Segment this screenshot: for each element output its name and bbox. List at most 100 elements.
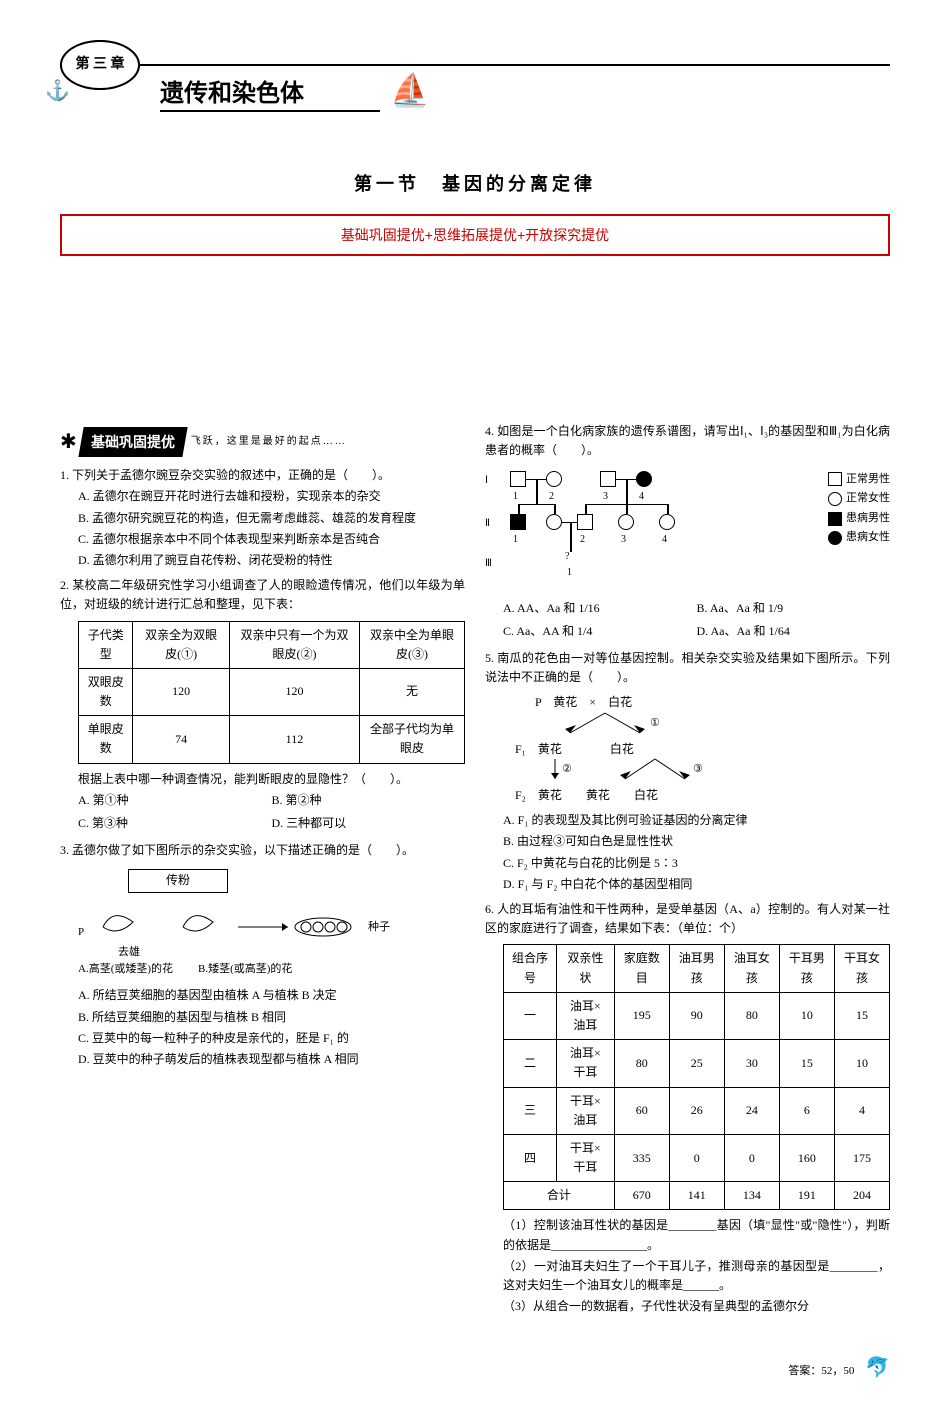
q4-number: 4. bbox=[485, 424, 494, 438]
q3-number: 3. bbox=[60, 843, 69, 857]
chapter-header: ⚓ 第 三 章 遗传和染色体 ⛵ bbox=[60, 40, 890, 140]
svg-text:③: ③ bbox=[693, 763, 703, 775]
q2-table: 子代类型 双亲全为双眼皮(①) 双亲中只有一个为双眼皮(②) 双亲中全为单眼皮(… bbox=[78, 621, 465, 764]
h: 油耳男孩 bbox=[669, 945, 724, 992]
q2-th3: 双亲中只有一个为双眼皮(②) bbox=[229, 621, 359, 668]
h: 双亲性状 bbox=[557, 945, 615, 992]
question-4: 4. 如图是一个白化病家族的遗传系谱图，请写出Ⅰ₁、Ⅰ₃的基因型和Ⅲ₁为白化病患… bbox=[485, 422, 890, 643]
q3-opt-b: B. 所结豆荚细胞的基因型与植株 B 相同 bbox=[78, 1008, 465, 1027]
chapter-badge: 第 三 章 bbox=[60, 40, 140, 90]
pedigree-legend: 正常男性 正常女性 患病男性 患病女性 bbox=[828, 469, 890, 549]
h: 家庭数目 bbox=[614, 945, 669, 992]
svg-text:①: ① bbox=[650, 717, 660, 729]
q6-part2: （2）一对油耳夫妇生了一个干耳儿子，推测母亲的基因型是________，这对夫妇… bbox=[503, 1257, 890, 1295]
caption-a: A.高茎(或矮茎)的花 bbox=[78, 961, 173, 979]
q3-stem: 孟德尔做了如下图所示的杂交实验，以下描述正确的是（ ）。 bbox=[72, 843, 414, 857]
svg-text:②: ② bbox=[562, 763, 572, 775]
q4-opt-b: B. Aa、Aa 和 1/9 bbox=[697, 599, 891, 618]
q4-opt-d: D. Aa、Aa 和 1/64 bbox=[697, 622, 891, 641]
question-3: 3. 孟德尔做了如下图所示的杂交实验，以下描述正确的是（ ）。 传粉 P 去雄 … bbox=[60, 841, 465, 1069]
caption-b: B.矮茎(或高茎)的花 bbox=[198, 961, 292, 979]
arrow-split-1: ① bbox=[555, 711, 755, 737]
question-2: 2. 某校高二年级研究性学习小组调查了人的眼睑遗传情况，他们以年级为单位，对班级… bbox=[60, 576, 465, 835]
ped-ii2 bbox=[546, 514, 562, 530]
q2-opt-b: B. 第②种 bbox=[272, 791, 466, 810]
ped-ii4 bbox=[618, 514, 634, 530]
arrow-split-2: ② ③ bbox=[535, 757, 795, 783]
q1-opt-b: B. 孟德尔研究豌豆花的构造，但无需考虑雌蕊、雄蕊的发育程度 bbox=[78, 509, 465, 528]
chapter-title: 遗传和染色体 bbox=[160, 75, 304, 113]
banner-tagline: 飞跃，这里是最好的起点…… bbox=[191, 434, 347, 450]
gen2-label: Ⅱ bbox=[485, 516, 490, 532]
p-label: P bbox=[78, 924, 84, 942]
ped-ii1 bbox=[510, 514, 526, 530]
q1-opt-c: C. 孟德尔根据亲本中不同个体表现型来判断亲本是否纯合 bbox=[78, 530, 465, 549]
starfish-icon: ✱ bbox=[60, 426, 77, 458]
q5-opt-c: C. F₂ 中黄花与白花的比例是 5∶3 bbox=[503, 854, 890, 873]
cell: 双眼皮数 bbox=[79, 668, 133, 715]
q1-opt-d: D. 孟德尔利用了豌豆自花传粉、闭花受粉的特性 bbox=[78, 551, 465, 570]
answer-ref: 答案：52，50 bbox=[788, 1365, 854, 1377]
normal-female-icon bbox=[828, 492, 842, 506]
ped-i3 bbox=[600, 471, 616, 487]
q2-th2: 双亲全为双眼皮(①) bbox=[133, 621, 229, 668]
q5-opt-a: A. F₁ 的表现型及其比例可验证基因的分离定律 bbox=[503, 811, 890, 830]
cell: 无 bbox=[360, 668, 465, 715]
question-1: 1. 下列关于孟德尔豌豆杂交实验的叙述中，正确的是（ ）。 A. 孟德尔在豌豆开… bbox=[60, 466, 465, 570]
cell: 120 bbox=[133, 668, 229, 715]
page-footer: 答案：52，50 🐬 bbox=[60, 1352, 890, 1384]
anchor-icon: ⚓ bbox=[45, 75, 70, 107]
two-column-layout: ✱ 基础巩固提优 飞跃，这里是最好的起点…… 1. 下列关于孟德尔豌豆杂交实验的… bbox=[60, 416, 890, 1322]
q5-diagram: P 黄花 × 白花 ① F₁ 黄花 白花 ② ③ F₂ 黄花 黄花 白花 bbox=[515, 695, 890, 803]
ped-ii5 bbox=[659, 514, 675, 530]
q4-stem: 如图是一个白化病家族的遗传系谱图，请写出Ⅰ₁、Ⅰ₃的基因型和Ⅲ₁为白化病患者的概… bbox=[485, 424, 890, 457]
head-rule bbox=[130, 64, 890, 66]
q5-opt-d: D. F₁ 与 F₂ 中白花个体的基因型相同 bbox=[503, 875, 890, 894]
h: 干耳女孩 bbox=[834, 945, 889, 992]
gen3-label: Ⅲ bbox=[485, 556, 492, 572]
seed-label: 种子 bbox=[368, 919, 390, 937]
cell: 120 bbox=[229, 668, 359, 715]
title-underline bbox=[160, 110, 380, 112]
q6-table: 组合序号 双亲性状 家庭数目 油耳男孩 油耳女孩 干耳男孩 干耳女孩 一油耳×油… bbox=[503, 944, 890, 1210]
h: 油耳女孩 bbox=[724, 945, 779, 992]
red-banner: 基础巩固提优+思维拓展提优+开放探究提优 bbox=[60, 214, 890, 256]
q3-figure: 传粉 P 去雄 种子 A.高茎(或矮茎)的花 B.矮茎(或高茎)的花 bbox=[78, 868, 465, 978]
section-title: 第一节 基因的分离定律 bbox=[60, 170, 890, 199]
cell: 全部子代均为单眼皮 bbox=[360, 716, 465, 763]
q3-opt-a: A. 所结豆荚细胞的基因型由植株 A 与植株 B 决定 bbox=[78, 986, 465, 1005]
q5-opt-b: B. 由过程③可知白色是显性性状 bbox=[503, 832, 890, 851]
q2-opt-d: D. 三种都可以 bbox=[272, 814, 466, 833]
normal-male-icon bbox=[828, 472, 842, 486]
q6-stem: 人的耳垢有油性和干性两种，是受单基因（A、a）控制的。有人对某一社区的家庭进行了… bbox=[485, 902, 890, 935]
q6-part3: （3）从组合一的数据看，子代性状没有呈典型的孟德尔分 bbox=[503, 1297, 890, 1316]
q2-opt-a: A. 第①种 bbox=[78, 791, 272, 810]
dolphin-icon: 🐬 bbox=[865, 1352, 890, 1384]
q4-pedigree: Ⅰ 1 2 3 4 Ⅱ 1 2 3 4 Ⅲ ? 1 正常 bbox=[485, 469, 890, 589]
castrate-label: 去雄 bbox=[118, 944, 140, 962]
q2-stem: 某校高二年级研究性学习小组调查了人的眼睑遗传情况，他们以年级为单位，对班级的统计… bbox=[60, 578, 465, 611]
q4-opt-c: C. Aa、AA 和 1/4 bbox=[503, 622, 697, 641]
q3-opt-d: D. 豆荚中的种子萌发后的植株表现型都与植株 A 相同 bbox=[78, 1050, 465, 1069]
cell: 单眼皮数 bbox=[79, 716, 133, 763]
h: 组合序号 bbox=[504, 945, 557, 992]
banner-label: 基础巩固提优 bbox=[78, 427, 187, 457]
gen1-label: Ⅰ bbox=[485, 473, 488, 489]
q1-opt-a: A. 孟德尔在豌豆开花时进行去雄和授粉，实现亲本的杂交 bbox=[78, 487, 465, 506]
question-6: 6. 人的耳垢有油性和干性两种，是受单基因（A、a）控制的。有人对某一社区的家庭… bbox=[485, 900, 890, 1316]
left-column: ✱ 基础巩固提优 飞跃，这里是最好的起点…… 1. 下列关于孟德尔豌豆杂交实验的… bbox=[60, 416, 465, 1322]
sailboat-icon: ⛵ bbox=[390, 65, 430, 116]
q2-th4: 双亲中全为单眼皮(③) bbox=[360, 621, 465, 668]
q2-th1: 子代类型 bbox=[79, 621, 133, 668]
ped-i4 bbox=[636, 471, 652, 487]
cell: 74 bbox=[133, 716, 229, 763]
h: 干耳男孩 bbox=[779, 945, 834, 992]
section-banner-basic: ✱ 基础巩固提优 飞跃，这里是最好的起点…… bbox=[60, 426, 465, 458]
right-column: 4. 如图是一个白化病家族的遗传系谱图，请写出Ⅰ₁、Ⅰ₃的基因型和Ⅲ₁为白化病患… bbox=[485, 416, 890, 1322]
q6-number: 6. bbox=[485, 902, 494, 916]
q1-stem: 下列关于孟德尔豌豆杂交实验的叙述中，正确的是（ ）。 bbox=[72, 468, 390, 482]
ped-i1 bbox=[510, 471, 526, 487]
q2-number: 2. bbox=[60, 578, 69, 592]
q2-after: 根据上表中哪一种调查情况，能判断眼皮的显隐性？（ ）。 bbox=[60, 770, 465, 789]
cell: 112 bbox=[229, 716, 359, 763]
